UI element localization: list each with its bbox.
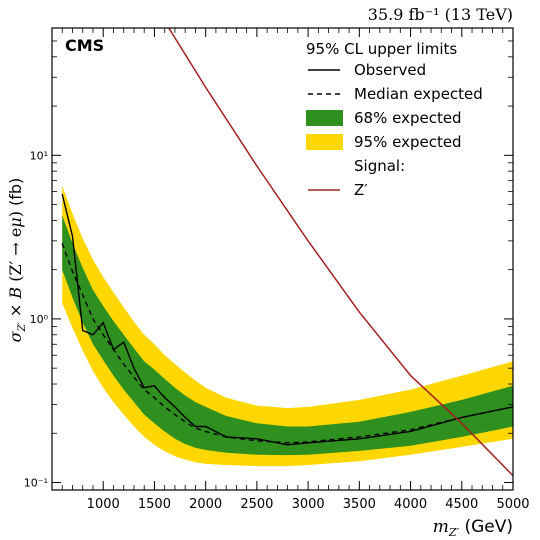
x-tick-label: 1500 (138, 497, 171, 512)
x-tick-label: 5000 (496, 497, 529, 512)
x-tick-label: 2000 (189, 497, 222, 512)
observed-line (61, 193, 513, 446)
x-tick-label: 2500 (240, 497, 273, 512)
x-tick-label: 3500 (343, 497, 376, 512)
x-tick-label: 4000 (394, 497, 427, 512)
band-68-expected (62, 215, 513, 456)
x-tick-label: 1000 (87, 497, 120, 512)
x-tick-label: 3000 (292, 497, 325, 512)
legend-label: 68% expected (354, 109, 462, 127)
legend-label: Z′ (354, 181, 368, 199)
x-axis-label: mZ′ (GeV) (433, 517, 513, 539)
legend-label: 95% expected (354, 133, 462, 151)
luminosity-label: 35.9 fb⁻¹ (13 TeV) (368, 5, 513, 24)
y-tick-label: 10¹ (30, 149, 48, 162)
legend-label: Observed (354, 61, 426, 79)
x-tick-label: 4500 (445, 497, 478, 512)
legend: 95% CL upper limits Observed Median expect… (306, 40, 483, 199)
plot-frame (51, 27, 514, 491)
signal-zprime-curve (168, 28, 513, 477)
median-expected-line (61, 243, 513, 444)
y-tick-label: 10⁻¹ (24, 477, 48, 490)
legend-box-swatch (306, 134, 343, 150)
legend-label: Signal: (354, 157, 405, 175)
legend-title: 95% CL upper limits (306, 40, 457, 58)
y-tick-label: 10⁰ (30, 313, 49, 326)
legend-label: Median expected (354, 85, 483, 103)
legend-box-swatch (306, 110, 343, 126)
cms-label: CMS (65, 36, 104, 55)
y-axis-label: σZ′ × B (Z′ → eμ) (fb) (6, 178, 28, 343)
